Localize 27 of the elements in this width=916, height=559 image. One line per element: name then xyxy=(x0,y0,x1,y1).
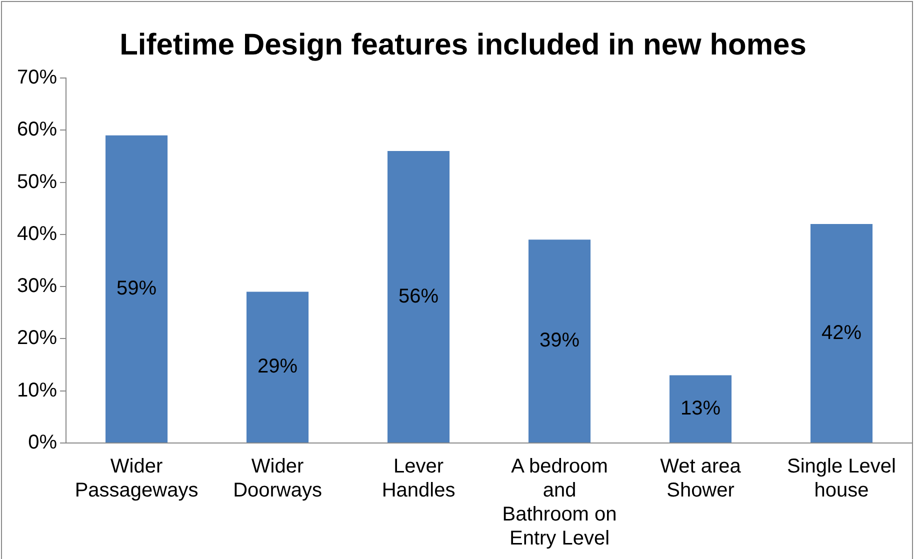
bar xyxy=(246,292,309,442)
data-label: 42% xyxy=(821,322,862,344)
y-tick-label: 0% xyxy=(28,432,58,454)
bar xyxy=(528,240,591,442)
x-tick-label: Wider Passageways xyxy=(74,456,198,502)
y-tick-label: 30% xyxy=(17,275,58,298)
x-tick-label: A bedroom and Bathroom on Entry Level xyxy=(502,456,617,550)
y-tick-label: 50% xyxy=(17,170,58,193)
y-tick-label: 40% xyxy=(17,222,58,245)
bar xyxy=(810,224,873,442)
bar xyxy=(669,375,732,442)
y-tick-label: 60% xyxy=(17,118,58,141)
bar xyxy=(106,135,168,442)
x-tick-label: Lever Handles xyxy=(382,456,456,502)
bar xyxy=(388,151,450,442)
y-tick-label: 70% xyxy=(17,66,58,89)
y-tick-label: 20% xyxy=(17,327,58,350)
chart-title: Lifetime Design features included in new homes xyxy=(120,28,806,62)
x-tick-label: Single Level house xyxy=(787,456,896,502)
data-label: 56% xyxy=(398,285,439,308)
data-label: 13% xyxy=(680,397,721,420)
data-label: 59% xyxy=(116,277,157,300)
data-label: 39% xyxy=(539,330,580,352)
data-label: 29% xyxy=(258,356,298,378)
x-tick-label: Wet area Shower xyxy=(660,456,742,502)
y-tick-label: 10% xyxy=(17,379,58,402)
x-tick-label: Wider Doorways xyxy=(233,456,322,502)
